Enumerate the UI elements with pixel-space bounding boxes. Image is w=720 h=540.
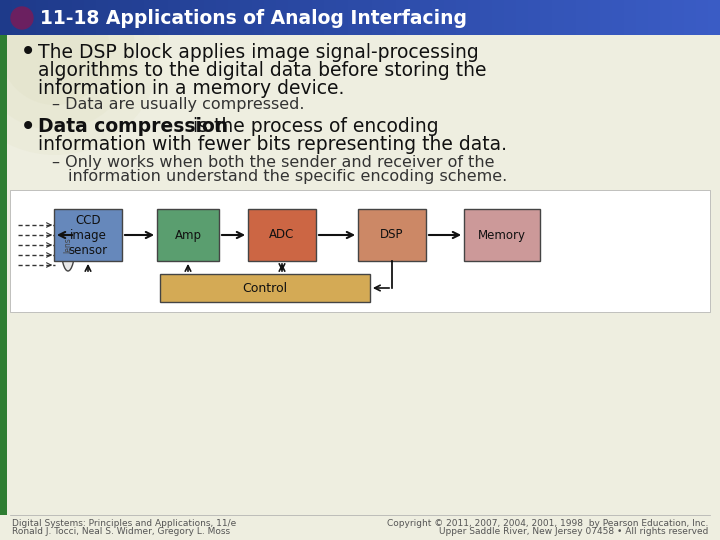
Bar — [516, 0, 529, 35]
FancyBboxPatch shape — [54, 209, 122, 261]
Text: information with fewer bits representing the data.: information with fewer bits representing… — [38, 136, 507, 154]
Bar — [24, 0, 37, 35]
Bar — [96, 0, 109, 35]
Bar — [288, 0, 301, 35]
Ellipse shape — [61, 219, 75, 271]
Bar — [216, 0, 229, 35]
Text: – Data are usually compressed.: – Data are usually compressed. — [52, 97, 305, 111]
Text: •: • — [20, 113, 36, 141]
Bar — [10, 190, 710, 312]
Circle shape — [0, 0, 160, 155]
Bar — [480, 0, 493, 35]
Bar — [396, 0, 409, 35]
Bar — [144, 0, 157, 35]
Text: DSP: DSP — [380, 228, 404, 241]
Bar — [156, 0, 169, 35]
Bar — [384, 0, 397, 35]
Bar — [60, 0, 73, 35]
Bar — [360, 0, 373, 35]
Bar — [648, 0, 661, 35]
Bar — [0, 35, 7, 515]
Circle shape — [0, 0, 110, 105]
Bar — [708, 0, 720, 35]
Bar — [72, 0, 85, 35]
Circle shape — [0, 0, 135, 130]
Text: information understand the specific encoding scheme.: information understand the specific enco… — [68, 170, 508, 185]
Bar — [588, 0, 601, 35]
Bar — [108, 0, 121, 35]
Bar — [192, 0, 205, 35]
Bar — [600, 0, 613, 35]
Bar — [540, 0, 553, 35]
Bar — [240, 0, 253, 35]
FancyBboxPatch shape — [358, 209, 426, 261]
Bar — [168, 0, 181, 35]
Bar — [180, 0, 193, 35]
Bar — [204, 0, 217, 35]
Bar — [0, 0, 13, 35]
Bar — [696, 0, 709, 35]
Bar — [300, 0, 313, 35]
Bar — [444, 0, 457, 35]
Text: is the process of encoding: is the process of encoding — [187, 118, 438, 137]
Bar — [252, 0, 265, 35]
Bar — [420, 0, 433, 35]
Text: ADC: ADC — [269, 228, 294, 241]
Text: CCD
image
sensor: CCD image sensor — [68, 213, 107, 256]
Bar — [612, 0, 625, 35]
Text: 11-18 Applications of Analog Interfacing: 11-18 Applications of Analog Interfacing — [40, 9, 467, 28]
Text: Data compression: Data compression — [38, 118, 228, 137]
Text: Digital Systems: Principles and Applications, 11/e: Digital Systems: Principles and Applicat… — [12, 518, 236, 528]
Bar — [528, 0, 541, 35]
Text: – Only works when both the sender and receiver of the: – Only works when both the sender and re… — [52, 154, 495, 170]
Bar — [48, 0, 61, 35]
Text: Upper Saddle River, New Jersey 07458 • All rights reserved: Upper Saddle River, New Jersey 07458 • A… — [438, 526, 708, 536]
Bar — [12, 0, 25, 35]
Bar — [264, 0, 277, 35]
Text: Copyright © 2011, 2007, 2004, 2001, 1998  by Pearson Education, Inc.: Copyright © 2011, 2007, 2004, 2001, 1998… — [387, 518, 708, 528]
Text: The DSP block applies image signal-processing: The DSP block applies image signal-proce… — [38, 43, 479, 62]
Bar — [564, 0, 577, 35]
Text: •: • — [20, 38, 36, 66]
Bar — [672, 0, 685, 35]
Bar — [552, 0, 565, 35]
Text: Memory: Memory — [478, 228, 526, 241]
Bar — [636, 0, 649, 35]
Text: Ronald J. Tocci, Neal S. Widmer, Gregory L. Moss: Ronald J. Tocci, Neal S. Widmer, Gregory… — [12, 526, 230, 536]
Bar — [336, 0, 349, 35]
FancyBboxPatch shape — [248, 209, 316, 261]
Bar — [576, 0, 589, 35]
Bar — [228, 0, 241, 35]
Text: Amp: Amp — [174, 228, 202, 241]
Circle shape — [11, 7, 33, 29]
Bar — [492, 0, 505, 35]
FancyBboxPatch shape — [160, 274, 370, 302]
Bar — [84, 0, 97, 35]
Bar — [132, 0, 145, 35]
FancyBboxPatch shape — [157, 209, 219, 261]
Bar — [120, 0, 133, 35]
FancyBboxPatch shape — [464, 209, 540, 261]
Bar — [456, 0, 469, 35]
Text: information in a memory device.: information in a memory device. — [38, 78, 344, 98]
Text: Control: Control — [243, 281, 287, 294]
Bar — [408, 0, 421, 35]
Bar — [624, 0, 637, 35]
Bar — [468, 0, 481, 35]
Bar — [660, 0, 673, 35]
Bar — [504, 0, 517, 35]
Bar — [372, 0, 385, 35]
Bar — [36, 0, 49, 35]
Bar — [684, 0, 697, 35]
Bar — [348, 0, 361, 35]
Bar — [432, 0, 445, 35]
Bar — [312, 0, 325, 35]
Text: lens: lens — [63, 237, 73, 253]
Text: algorithms to the digital data before storing the: algorithms to the digital data before st… — [38, 60, 487, 79]
Bar — [276, 0, 289, 35]
Bar — [324, 0, 337, 35]
